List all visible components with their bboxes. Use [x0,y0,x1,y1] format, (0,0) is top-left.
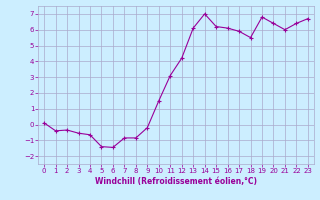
X-axis label: Windchill (Refroidissement éolien,°C): Windchill (Refroidissement éolien,°C) [95,177,257,186]
